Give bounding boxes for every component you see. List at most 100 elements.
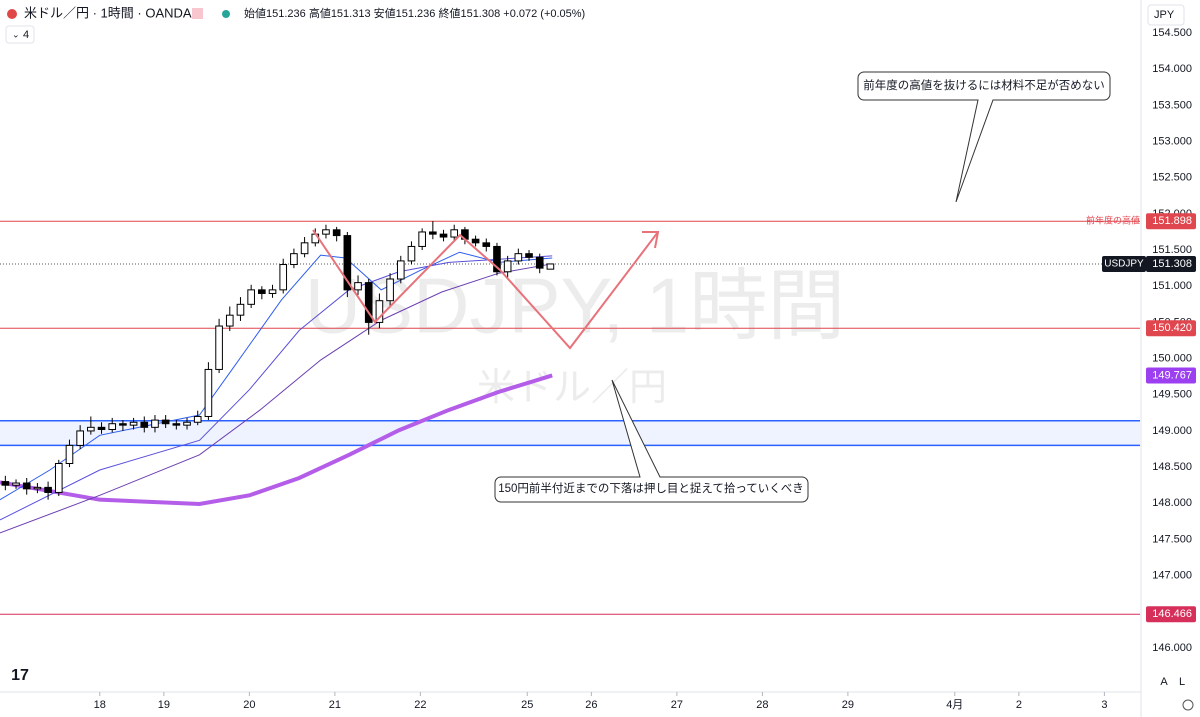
settings-icon[interactable] bbox=[1182, 699, 1194, 711]
price-tag bbox=[1146, 320, 1196, 337]
indicator-toggle[interactable] bbox=[5, 25, 35, 44]
x-tick-label: 2 bbox=[1016, 699, 1022, 711]
candle-body bbox=[236, 303, 245, 316]
header: 米ドル／円 · 1時間 · OANDA 始値151.236 高値151.313 … bbox=[5, 4, 1194, 711]
price-tag bbox=[1146, 255, 1196, 272]
x-tick-label: 19 bbox=[158, 699, 170, 711]
candle-body bbox=[279, 264, 288, 291]
moving-average bbox=[0, 373, 553, 507]
moving-average bbox=[0, 251, 553, 501]
x-tick-label: 20 bbox=[243, 699, 255, 711]
candle-body bbox=[247, 289, 255, 305]
candle-body bbox=[471, 238, 480, 244]
x-tick-label: 21 bbox=[329, 699, 341, 711]
y-tick-label: 152.500 bbox=[1152, 172, 1192, 184]
price-tag-label: 151.308 bbox=[1152, 258, 1192, 270]
price-tag bbox=[1146, 213, 1196, 230]
candle-body bbox=[33, 486, 42, 490]
x-tick-label: 26 bbox=[585, 699, 597, 711]
candle-body bbox=[44, 486, 52, 493]
ohlc: 始値151.236 高値151.313 安値151.236 終値151.308 … bbox=[244, 6, 585, 20]
zigzag bbox=[312, 229, 660, 350]
x-tick-label: 4月 bbox=[946, 699, 963, 711]
callout-box bbox=[857, 71, 1111, 203]
y-tick-label: 148.000 bbox=[1152, 497, 1192, 509]
y-tick-label: 150.000 bbox=[1152, 352, 1192, 364]
x-tick-label: 28 bbox=[756, 699, 768, 711]
y-tick-label: 147.500 bbox=[1152, 533, 1192, 545]
candle-body bbox=[322, 229, 330, 235]
last-name-tag bbox=[1102, 255, 1146, 272]
callout-1: 前年度の高値を抜けるには材料不足が否めない bbox=[857, 71, 1111, 203]
candle-body bbox=[225, 314, 234, 327]
candle-body bbox=[514, 253, 523, 262]
candle-body bbox=[429, 231, 437, 235]
price-line-name: 前年度の高値 bbox=[1086, 215, 1140, 226]
x-tick-label: 25 bbox=[521, 699, 533, 711]
candle-body bbox=[140, 421, 149, 428]
callout-box bbox=[494, 379, 809, 503]
y-tick-label: 148.500 bbox=[1152, 461, 1192, 473]
candle-body bbox=[343, 235, 352, 291]
candle-body bbox=[65, 444, 74, 465]
candle-body bbox=[535, 256, 544, 269]
y-axis: 154.500154.000153.500153.000152.500152.0… bbox=[94, 27, 1196, 711]
x-tick-label: 29 bbox=[842, 699, 854, 711]
candle-body bbox=[172, 423, 181, 426]
candle-body bbox=[193, 415, 202, 423]
plot bbox=[0, 221, 555, 534]
candle-body bbox=[546, 263, 555, 270]
candle-body bbox=[108, 423, 117, 430]
auto-btn[interactable]: A bbox=[1160, 676, 1168, 688]
candle-body bbox=[450, 229, 459, 238]
x-tick-label: 18 bbox=[94, 699, 106, 711]
candle-body bbox=[503, 260, 512, 273]
symbol: 米ドル／円 · 1時間 · OANDA bbox=[24, 5, 192, 20]
candle-body bbox=[386, 278, 394, 302]
candle-body bbox=[183, 421, 191, 426]
candle-body bbox=[215, 325, 223, 370]
y-tick-label: 154.500 bbox=[1152, 27, 1192, 39]
flag-btn[interactable] bbox=[192, 8, 203, 19]
candle-body bbox=[364, 282, 373, 323]
candle-body bbox=[354, 282, 362, 291]
watermark: USDJPY, 1時間 米ドル／円 bbox=[305, 262, 845, 409]
callout-2: 150円前半付近までの下落は押し目と捉えて拾っていくべき bbox=[494, 379, 809, 503]
x-tick-label: 22 bbox=[414, 699, 426, 711]
y-tick-label: 147.000 bbox=[1152, 570, 1192, 582]
y-tick-label: 151.000 bbox=[1152, 280, 1192, 292]
price-tag bbox=[1146, 367, 1196, 384]
candle-body bbox=[375, 300, 384, 323]
candle-body bbox=[482, 242, 491, 247]
log-btn[interactable]: L bbox=[1179, 676, 1185, 688]
status-dot bbox=[222, 10, 230, 18]
price-tag-label: 146.466 bbox=[1152, 608, 1192, 620]
moving-average bbox=[0, 263, 553, 534]
logo: 17 bbox=[11, 667, 29, 684]
candle-body bbox=[97, 426, 106, 430]
candle-body bbox=[87, 426, 95, 432]
candle-body bbox=[12, 482, 20, 486]
moving-average bbox=[0, 255, 553, 521]
currency: JPY bbox=[1154, 9, 1175, 21]
candle-body bbox=[22, 482, 31, 490]
last-name: USDJPY bbox=[1104, 259, 1144, 270]
zigzag-line bbox=[312, 229, 659, 350]
y-tick-label: 154.000 bbox=[1152, 63, 1192, 75]
candle-body bbox=[54, 463, 63, 493]
candle-body bbox=[119, 423, 127, 426]
price-tag-label: 151.898 bbox=[1152, 215, 1192, 227]
price-tag bbox=[1146, 606, 1196, 623]
y-tick-label: 146.000 bbox=[1152, 642, 1192, 654]
arrow-head bbox=[642, 231, 660, 249]
candle-body bbox=[300, 242, 309, 255]
candle-body bbox=[439, 233, 448, 238]
watermark-main: USDJPY, 1時間 bbox=[305, 262, 845, 350]
candle-body bbox=[525, 253, 533, 258]
zone bbox=[0, 420, 1140, 446]
currency-btn[interactable] bbox=[1147, 4, 1185, 26]
y-tick-label: 149.500 bbox=[1152, 389, 1192, 401]
candle-body bbox=[290, 253, 298, 266]
price-tag-label: 150.420 bbox=[1152, 322, 1192, 334]
